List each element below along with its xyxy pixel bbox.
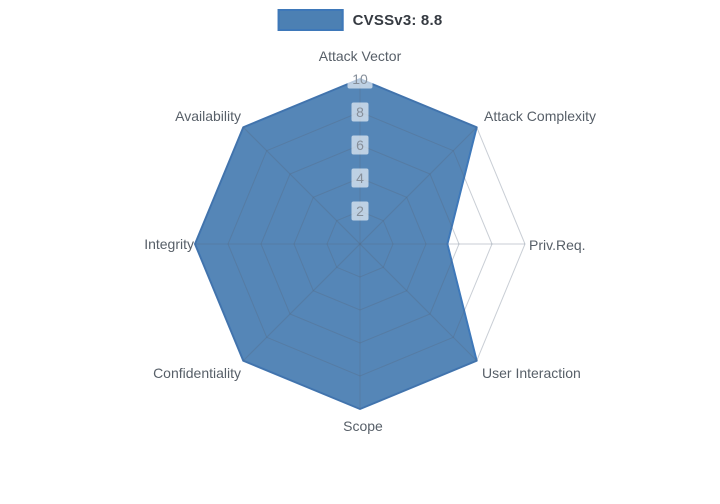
- axis-spoke: [359, 126, 478, 245]
- chart-legend-item[interactable]: CVSSv3: 8.8: [277, 9, 443, 31]
- grid-ring: [227, 111, 493, 377]
- svg-text:6: 6: [356, 137, 364, 153]
- radar-grid: [194, 78, 526, 410]
- radial-tick-label: 10: [347, 69, 373, 89]
- radar-series-polygon: [194, 78, 478, 410]
- legend-swatch: [277, 9, 344, 31]
- axis-spoke: [242, 126, 361, 245]
- axis-label-priv-req: Priv.Req.: [529, 237, 586, 253]
- axis-labels: Attack Vector Attack Complexity Priv.Req. U…: [144, 48, 596, 434]
- axis-label-attack-complexity: Attack Complexity: [484, 108, 596, 124]
- svg-text:8: 8: [356, 104, 364, 120]
- axis-label-confidentiality: Confidentiality: [153, 365, 241, 381]
- svg-text:2: 2: [356, 203, 364, 219]
- axis-label-scope: Scope: [343, 418, 383, 434]
- grid-ring: [326, 210, 394, 278]
- radial-tick-labels: 2 4 6 8 10: [347, 69, 373, 221]
- axis-label-user-interaction: User Interaction: [482, 365, 581, 381]
- legend-label: CVSSv3: 8.8: [352, 11, 443, 29]
- radial-tick-label: 4: [351, 168, 369, 188]
- grid-ring: [260, 144, 460, 344]
- axis-label-integrity: Integrity: [144, 236, 194, 252]
- axis-spoke: [242, 243, 361, 362]
- grid-ring: [293, 177, 427, 311]
- axis-label-attack-vector: Attack Vector: [319, 48, 402, 64]
- radial-tick-label: 6: [351, 135, 369, 155]
- svg-text:10: 10: [352, 71, 368, 87]
- axis-spoke: [359, 243, 478, 362]
- svg-text:4: 4: [356, 170, 364, 186]
- axis-label-availability: Availability: [175, 108, 241, 124]
- grid-ring: [194, 78, 526, 410]
- radial-tick-label: 8: [351, 102, 369, 122]
- radial-tick-label: 2: [351, 201, 369, 221]
